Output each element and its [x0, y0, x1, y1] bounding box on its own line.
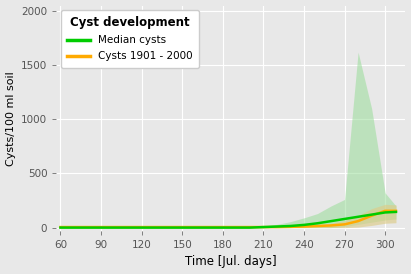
Y-axis label: Cysts/100 ml soil: Cysts/100 ml soil	[6, 71, 16, 165]
X-axis label: Time [Jul. days]: Time [Jul. days]	[185, 255, 277, 269]
Legend: Median cysts, Cysts 1901 - 2000: Median cysts, Cysts 1901 - 2000	[60, 10, 199, 68]
